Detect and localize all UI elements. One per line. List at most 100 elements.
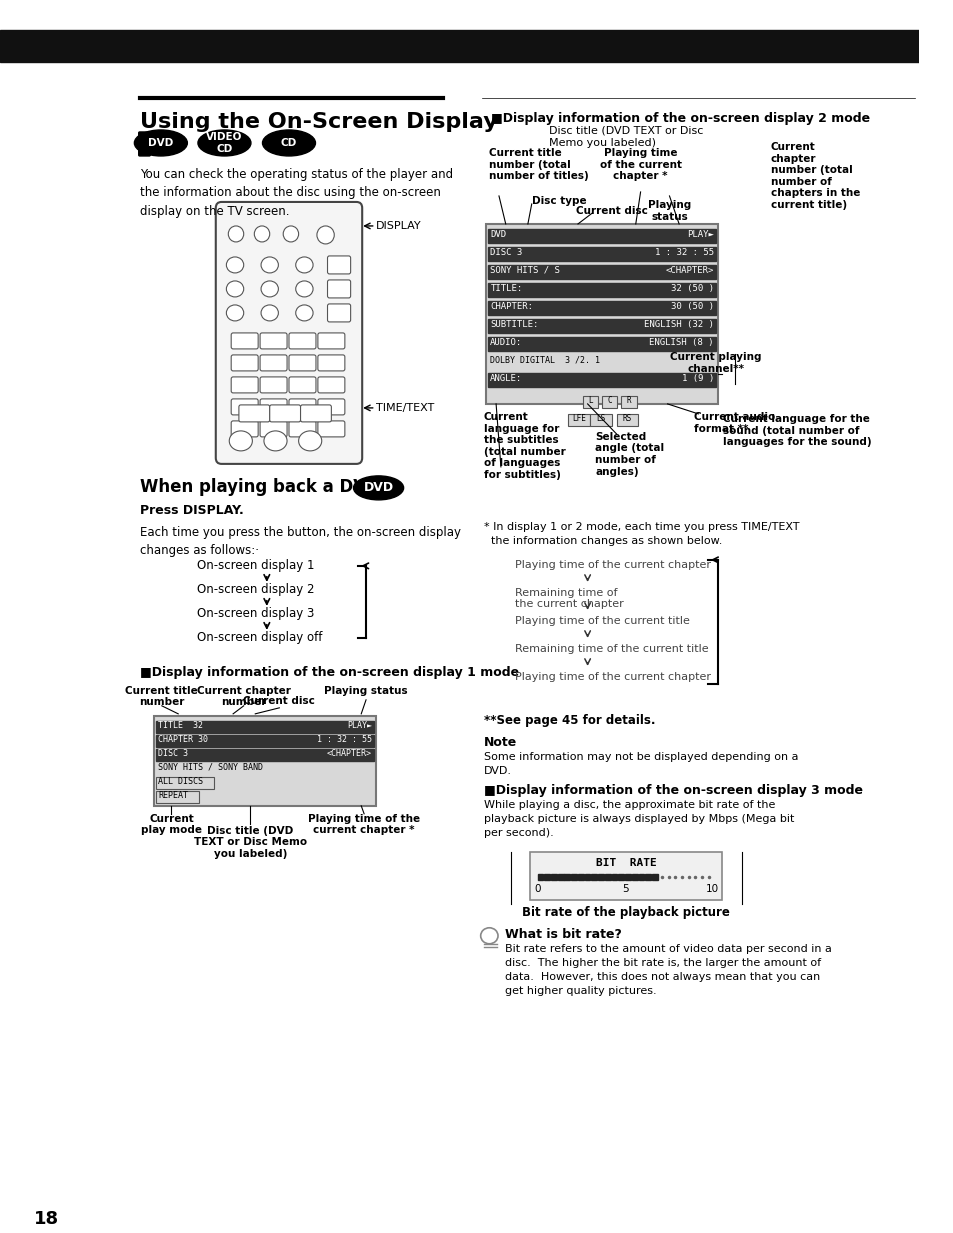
Text: DISC 3: DISC 3 bbox=[158, 748, 188, 758]
Bar bbox=[571, 874, 577, 880]
FancyBboxPatch shape bbox=[317, 420, 344, 436]
Text: 1 (9 ): 1 (9 ) bbox=[680, 374, 713, 383]
Text: Remaining time of the current title: Remaining time of the current title bbox=[515, 644, 708, 653]
Text: DVD: DVD bbox=[363, 481, 394, 494]
Bar bbox=[551, 874, 557, 880]
FancyBboxPatch shape bbox=[270, 404, 300, 422]
Bar bbox=[578, 874, 583, 880]
Ellipse shape bbox=[298, 430, 321, 451]
FancyBboxPatch shape bbox=[317, 377, 344, 393]
Text: Bit rate of the playback picture: Bit rate of the playback picture bbox=[521, 906, 729, 919]
Bar bbox=[488, 247, 715, 261]
Bar bbox=[591, 874, 597, 880]
Text: Playing
status: Playing status bbox=[647, 200, 690, 222]
Bar bbox=[638, 874, 644, 880]
Ellipse shape bbox=[283, 226, 298, 242]
Text: DISC 3: DISC 3 bbox=[490, 248, 522, 256]
Bar bbox=[488, 265, 715, 279]
FancyBboxPatch shape bbox=[317, 355, 344, 371]
Ellipse shape bbox=[226, 305, 243, 321]
Text: LFE: LFE bbox=[572, 414, 585, 423]
FancyBboxPatch shape bbox=[238, 404, 270, 422]
Text: Playing time of the
current chapter *: Playing time of the current chapter * bbox=[308, 814, 419, 836]
Bar bbox=[645, 874, 651, 880]
Ellipse shape bbox=[261, 305, 278, 321]
Bar bbox=[590, 414, 611, 425]
Text: You can check the operating status of the player and
the information about the d: You can check the operating status of th… bbox=[139, 168, 453, 218]
Bar bbox=[598, 874, 603, 880]
Text: BIT  RATE: BIT RATE bbox=[595, 858, 656, 868]
Text: TITLE  32: TITLE 32 bbox=[158, 721, 203, 730]
Text: CD: CD bbox=[280, 138, 296, 148]
Text: R: R bbox=[626, 396, 631, 404]
FancyBboxPatch shape bbox=[260, 355, 287, 371]
Text: Current disc: Current disc bbox=[576, 206, 647, 216]
Text: DISPLAY: DISPLAY bbox=[375, 221, 421, 231]
Text: Current playing
channel**: Current playing channel** bbox=[669, 351, 760, 374]
Text: SUBTITLE:: SUBTITLE: bbox=[490, 319, 538, 329]
Bar bbox=[529, 852, 721, 900]
Text: 10: 10 bbox=[705, 884, 719, 894]
Ellipse shape bbox=[261, 256, 278, 272]
Text: DOLBY DIGITAL  3 /2. 1: DOLBY DIGITAL 3 /2. 1 bbox=[490, 356, 599, 365]
FancyBboxPatch shape bbox=[215, 202, 362, 464]
Text: * In display 1 or 2 mode, each time you press TIME/TEXT
  the information change: * In display 1 or 2 mode, each time you … bbox=[483, 522, 799, 546]
Text: Current audio
format **: Current audio format ** bbox=[693, 412, 774, 434]
Bar bbox=[604, 874, 610, 880]
Text: 1 : 32 : 55: 1 : 32 : 55 bbox=[654, 248, 713, 256]
FancyBboxPatch shape bbox=[289, 355, 315, 371]
FancyBboxPatch shape bbox=[138, 132, 151, 155]
Bar bbox=[488, 337, 715, 351]
Text: ■Display information of the on-screen display 3 mode: ■Display information of the on-screen di… bbox=[483, 784, 862, 797]
Bar bbox=[154, 716, 375, 806]
FancyBboxPatch shape bbox=[300, 404, 331, 422]
Ellipse shape bbox=[228, 226, 243, 242]
Ellipse shape bbox=[261, 281, 278, 297]
Text: <CHAPTER>: <CHAPTER> bbox=[665, 266, 713, 275]
FancyBboxPatch shape bbox=[231, 377, 258, 393]
Text: CHAPTER:: CHAPTER: bbox=[490, 302, 533, 311]
Ellipse shape bbox=[198, 129, 251, 155]
Bar bbox=[486, 224, 717, 404]
Text: **See page 45 for details.: **See page 45 for details. bbox=[483, 714, 655, 726]
Text: ENGLISH (8 ): ENGLISH (8 ) bbox=[649, 338, 713, 346]
Bar bbox=[624, 874, 630, 880]
Text: Disc type: Disc type bbox=[531, 196, 586, 206]
Ellipse shape bbox=[295, 305, 313, 321]
Text: Note: Note bbox=[483, 736, 517, 748]
Bar bbox=[488, 319, 715, 333]
FancyBboxPatch shape bbox=[231, 420, 258, 436]
Text: 18: 18 bbox=[33, 1210, 59, 1228]
Text: C: C bbox=[607, 396, 612, 404]
Text: Using the On-Screen Display: Using the On-Screen Display bbox=[139, 112, 497, 132]
Text: SONY HITS / SONY BAND: SONY HITS / SONY BAND bbox=[158, 763, 263, 772]
Bar bbox=[156, 735, 374, 747]
FancyBboxPatch shape bbox=[231, 355, 258, 371]
Text: ANGLE:: ANGLE: bbox=[490, 374, 522, 383]
Text: Current
play mode: Current play mode bbox=[141, 814, 202, 836]
Text: On-screen display 1: On-screen display 1 bbox=[197, 560, 314, 572]
Text: Current title
number: Current title number bbox=[126, 686, 198, 708]
Bar bbox=[156, 790, 199, 803]
Bar bbox=[156, 721, 374, 732]
Text: Playing status: Playing status bbox=[324, 686, 408, 695]
Bar bbox=[543, 874, 550, 880]
FancyBboxPatch shape bbox=[289, 333, 315, 349]
Text: TIME/TEXT: TIME/TEXT bbox=[375, 403, 434, 413]
Bar bbox=[616, 414, 637, 425]
Bar bbox=[618, 874, 623, 880]
Bar bbox=[611, 874, 617, 880]
Bar bbox=[156, 748, 374, 761]
Ellipse shape bbox=[254, 226, 270, 242]
Text: CHAPTER 30: CHAPTER 30 bbox=[158, 735, 208, 743]
FancyBboxPatch shape bbox=[260, 333, 287, 349]
Text: SONY HITS / S: SONY HITS / S bbox=[490, 266, 559, 275]
Text: Current
chapter
number (total
number of
chapters in the
current title): Current chapter number (total number of … bbox=[770, 142, 859, 210]
Bar bbox=[488, 229, 715, 243]
Text: On-screen display 3: On-screen display 3 bbox=[197, 608, 314, 620]
Text: DVD: DVD bbox=[490, 229, 506, 239]
Bar bbox=[620, 396, 636, 408]
Ellipse shape bbox=[134, 129, 187, 155]
Ellipse shape bbox=[226, 281, 243, 297]
Bar bbox=[0, 30, 918, 62]
